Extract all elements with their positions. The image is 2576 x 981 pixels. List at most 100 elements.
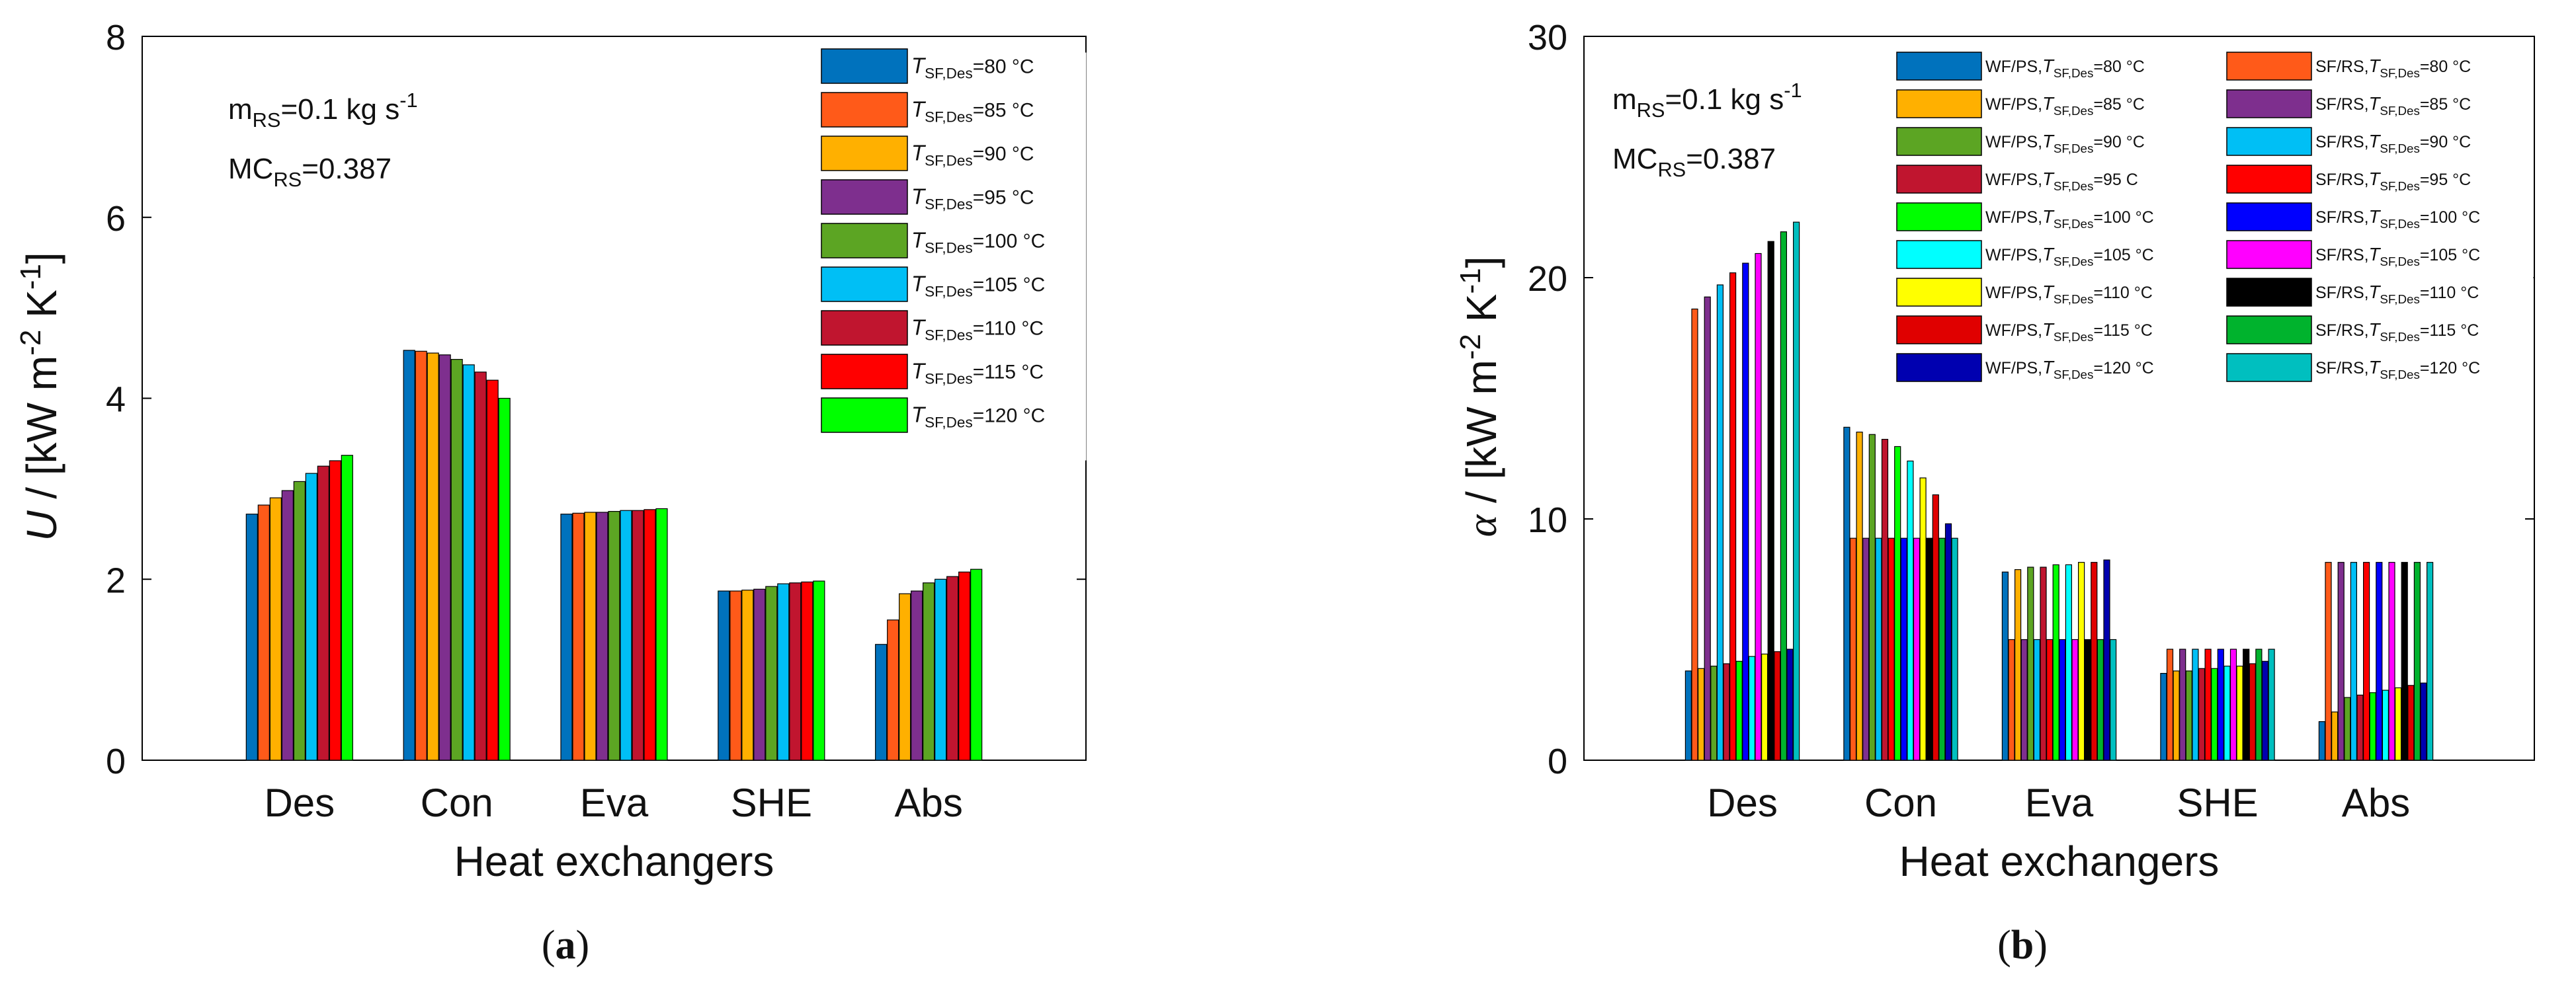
bar bbox=[1729, 272, 1737, 761]
y-axis-unit: K bbox=[1458, 294, 1505, 334]
bar bbox=[655, 508, 668, 761]
legend-symbol: T bbox=[2042, 56, 2055, 76]
bar bbox=[2395, 687, 2402, 761]
legend-swatch bbox=[821, 266, 908, 302]
y-axis-symbol: α bbox=[1458, 514, 1505, 537]
bar bbox=[1875, 537, 1882, 761]
legend-entry: WF/PS,TSF,Des=90 °C bbox=[1985, 131, 2145, 155]
bar bbox=[2427, 562, 2434, 761]
x-tick-label: Eva bbox=[2025, 781, 2094, 825]
annotation-text: mRS=0.1 kg s-1 bbox=[228, 89, 418, 132]
bar bbox=[1767, 241, 1774, 761]
legend-entry: WF/PS,TSF,Des=115 °C bbox=[1985, 319, 2153, 344]
x-tick-label: Eva bbox=[580, 781, 649, 825]
bar bbox=[269, 497, 282, 761]
bar bbox=[1793, 221, 1800, 761]
legend-swatch bbox=[1896, 89, 1982, 118]
bar bbox=[1849, 537, 1857, 761]
bar bbox=[2020, 639, 2028, 761]
bar bbox=[935, 578, 947, 761]
bar bbox=[2413, 562, 2421, 761]
legend-entry: WF/PS,TSF,Des=85 °C bbox=[1985, 93, 2145, 118]
bar bbox=[403, 350, 415, 761]
bar bbox=[1704, 296, 1711, 761]
legend-prefix: SF/RS, bbox=[2315, 246, 2369, 264]
legend-prefix: WF/PS, bbox=[1985, 133, 2042, 151]
legend-swatch bbox=[2226, 127, 2312, 156]
bar bbox=[765, 586, 778, 761]
legend-value: =110 °C bbox=[973, 318, 1044, 340]
bar bbox=[2198, 668, 2206, 761]
annotation-base: MC bbox=[1612, 143, 1657, 175]
legend-swatch bbox=[2226, 353, 2312, 382]
panel-label-open: ( bbox=[1997, 923, 2011, 968]
legend-prefix: SF/RS, bbox=[2315, 284, 2369, 302]
bar bbox=[2078, 562, 2085, 761]
legend-entry: SF/RS,TSF,Des=95 °C bbox=[2315, 169, 2471, 193]
legend-value: =90 °C bbox=[2093, 133, 2144, 151]
bar bbox=[718, 590, 730, 761]
bar bbox=[2255, 648, 2263, 761]
y-axis-label: α / [kW m-2 K-1] bbox=[1454, 256, 1505, 537]
legend-symbol: T bbox=[2042, 282, 2055, 302]
bar bbox=[1913, 537, 1921, 761]
annotation-text: MCRS=0.387 bbox=[228, 153, 392, 191]
legend-swatch bbox=[1896, 353, 1982, 382]
bar bbox=[970, 569, 983, 761]
bar bbox=[2015, 569, 2022, 761]
bar bbox=[2008, 639, 2015, 761]
legend-prefix: WF/PS, bbox=[1985, 58, 2042, 76]
legend-value: =95 °C bbox=[2420, 171, 2471, 189]
legend-value: =115 °C bbox=[973, 362, 1044, 383]
bar bbox=[1951, 537, 1958, 761]
legend-entry: SF/RS,TSF,Des=115 °C bbox=[2315, 319, 2479, 344]
bar bbox=[415, 350, 427, 761]
legend-subscript: SF,Des bbox=[2054, 104, 2093, 118]
annotation-value: =0.387 bbox=[1686, 143, 1776, 175]
bar bbox=[2192, 648, 2199, 761]
legend-subscript: SF,Des bbox=[2054, 255, 2093, 268]
y-axis-symbol: U bbox=[18, 510, 65, 541]
annotation-text: MCRS=0.387 bbox=[1612, 143, 1776, 181]
legend-subscript: SF,Des bbox=[2380, 104, 2419, 118]
bar bbox=[2027, 567, 2034, 761]
bar bbox=[2356, 694, 2364, 761]
legend-value: =80 °C bbox=[2093, 58, 2144, 76]
bar bbox=[1786, 648, 1794, 761]
bar bbox=[1723, 663, 1730, 761]
legend-swatch bbox=[821, 223, 908, 258]
legend-entry: SF/RS,TSF,Des=90 °C bbox=[2315, 131, 2471, 155]
y-axis-unit: / [kW m bbox=[1458, 360, 1505, 515]
legend-value: =100 °C bbox=[2420, 208, 2480, 227]
annotation-subscript: RS bbox=[253, 108, 281, 132]
bar bbox=[1755, 253, 1762, 761]
bar bbox=[257, 504, 270, 761]
legend-symbol: T bbox=[911, 228, 927, 253]
x-tick-label: SHE bbox=[2177, 781, 2258, 825]
legend-entry: TSF,Des=105 °C bbox=[911, 272, 1045, 300]
bar bbox=[1894, 446, 1901, 761]
bar bbox=[1843, 426, 1850, 761]
bar bbox=[813, 580, 825, 761]
legend-entry: TSF,Des=95 °C bbox=[911, 184, 1034, 213]
legend-value: =95 °C bbox=[973, 187, 1034, 209]
legend-entry: TSF,Des=120 °C bbox=[911, 403, 1045, 431]
bar bbox=[899, 593, 911, 761]
legend-symbol: T bbox=[2042, 206, 2055, 227]
legend-prefix: SF/RS, bbox=[2315, 95, 2369, 114]
bar bbox=[2407, 685, 2415, 761]
legend-symbol: T bbox=[911, 141, 927, 165]
panel-label-letter: b bbox=[2011, 923, 2034, 968]
bar bbox=[341, 455, 353, 761]
legend-symbol: T bbox=[2042, 244, 2055, 264]
bar bbox=[450, 359, 463, 761]
legend-subscript: SF,Des bbox=[2054, 292, 2093, 306]
legend-value: =115 °C bbox=[2093, 321, 2152, 340]
bar bbox=[2001, 571, 2009, 761]
bar bbox=[245, 514, 258, 761]
panel-label-open: ( bbox=[542, 923, 556, 968]
bar bbox=[1691, 308, 1698, 761]
legend-prefix: SF/RS, bbox=[2315, 133, 2369, 151]
bar bbox=[2071, 639, 2079, 761]
y-tick-label: 30 bbox=[1528, 18, 1567, 58]
